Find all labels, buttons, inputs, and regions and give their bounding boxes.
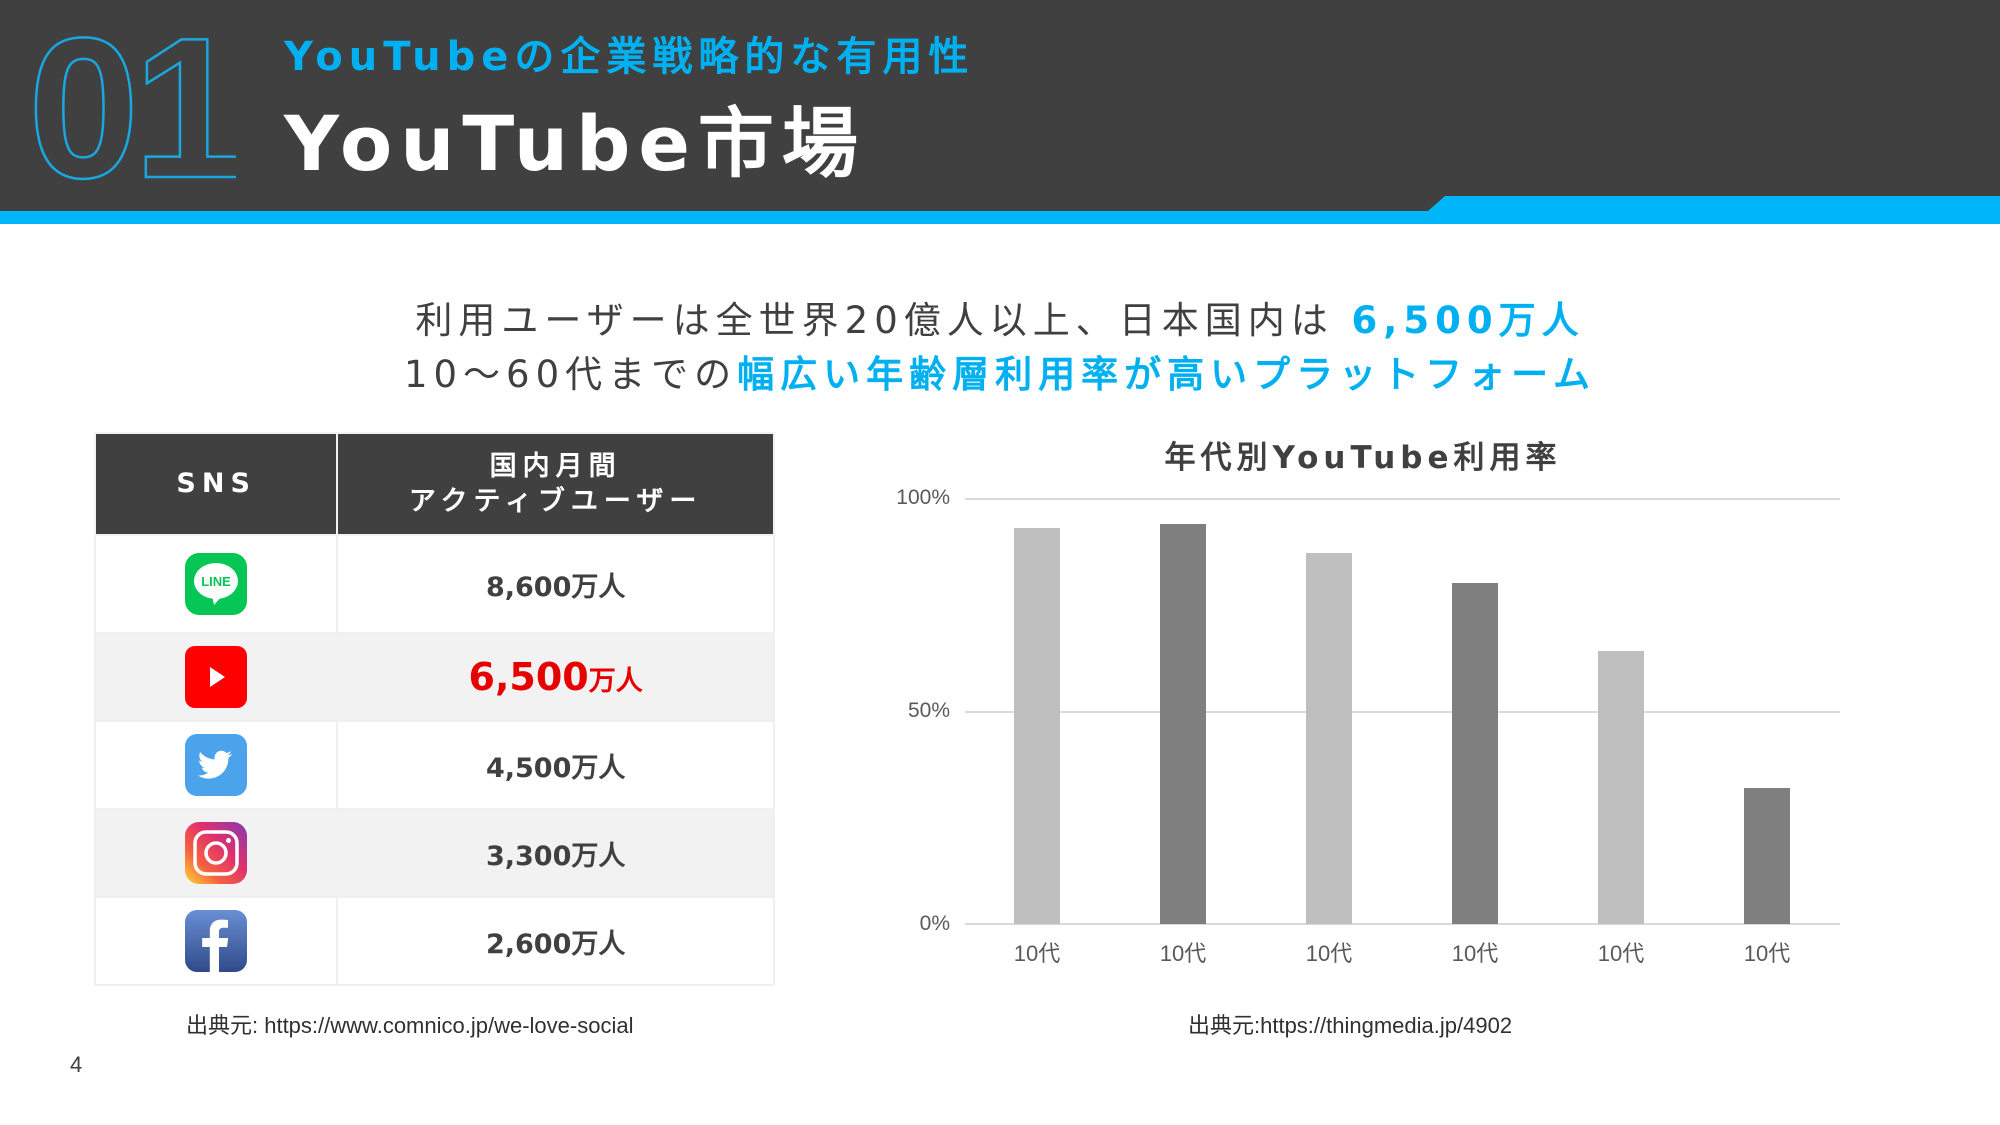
users-cell-highlight: 6,500万人 bbox=[336, 632, 775, 722]
users-cell: 2,600万人 bbox=[336, 896, 775, 986]
sns-cell bbox=[93, 808, 339, 898]
plot-area: 100% 50% 0% 10代 10代 10代 10代 10代 10代 bbox=[896, 486, 1840, 966]
column-header-line-1: 国内月間 bbox=[489, 450, 622, 482]
x-tick-label: 10代 bbox=[1305, 941, 1353, 966]
x-tick-label: 10代 bbox=[1013, 941, 1061, 966]
x-tick-label: 10代 bbox=[1451, 941, 1499, 966]
gridline-50 bbox=[965, 711, 1840, 713]
bar bbox=[1160, 523, 1206, 924]
table-row-twitter: 4,500万人 bbox=[93, 720, 775, 810]
instagram-icon bbox=[185, 822, 248, 884]
users-cell: 3,300万人 bbox=[336, 808, 775, 898]
chart-title: 年代別YouTube利用率 bbox=[870, 432, 1860, 477]
youtube-usage-by-age-chart: 年代別YouTube利用率 100% 50% 0% 10代 10代 10代 10… bbox=[870, 420, 1860, 980]
bar bbox=[1452, 583, 1498, 924]
page-title: YouTube市場 bbox=[284, 99, 866, 188]
table-header-row: SNS 国内月間 アクティブユーザー bbox=[93, 432, 775, 536]
bar bbox=[1744, 787, 1790, 924]
line-icon: LINE bbox=[185, 553, 248, 615]
svg-text:01: 01 bbox=[28, 14, 236, 194]
header-background bbox=[0, 0, 2000, 226]
column-header-active-users: 国内月間 アクティブユーザー bbox=[336, 432, 775, 536]
table-row-youtube: 6,500万人 bbox=[93, 632, 775, 722]
users-number: 6,500 bbox=[468, 655, 589, 699]
bar bbox=[1306, 553, 1352, 924]
y-tick-label: 0% bbox=[919, 912, 950, 935]
y-tick-label: 50% bbox=[907, 699, 950, 722]
users-cell: 4,500万人 bbox=[336, 720, 775, 810]
x-tick-label: 10代 bbox=[1159, 941, 1207, 966]
lead-line-2: 10〜60代までの幅広い年齢層利用率が高いプラットフォーム bbox=[0, 344, 2000, 398]
gridline-0 bbox=[965, 923, 1840, 925]
lead-line-2-text: 10〜60代までの bbox=[403, 353, 738, 396]
users-cell: 8,600万人 bbox=[336, 534, 775, 634]
section-subtitle: YouTubeの企業戦略的な有用性 bbox=[284, 34, 975, 80]
lead-line-2-highlight: 幅広い年齢層利用率が高いプラットフォーム bbox=[737, 353, 1597, 396]
section-number-outline: 01 bbox=[27, 14, 236, 194]
sns-users-table: SNS 国内月間 アクティブユーザー LINE 8,600万人 bbox=[93, 432, 775, 986]
x-tick-label: 10代 bbox=[1743, 941, 1791, 966]
slide-header: 01 YouTubeの企業戦略的な有用性 YouTube市場 bbox=[0, 0, 2000, 226]
gridline-100 bbox=[965, 498, 1840, 500]
table-row-line: LINE 8,600万人 bbox=[93, 534, 775, 634]
bar bbox=[1014, 527, 1060, 924]
column-header-sns: SNS bbox=[93, 432, 339, 536]
facebook-icon bbox=[185, 910, 248, 972]
youtube-icon bbox=[185, 646, 248, 708]
users-unit: 万人 bbox=[588, 666, 643, 697]
lead-line-1-text: 利用ユーザーは全世界20億人以上、日本国内は bbox=[415, 299, 1352, 342]
page-number: 4 bbox=[70, 1052, 83, 1077]
sns-cell: LINE bbox=[93, 534, 339, 634]
table-source-citation: 出典元: https://www.comnico.jp/we-love-soci… bbox=[186, 1013, 634, 1038]
chart-title-text: 年代別YouTube利用率 bbox=[1164, 440, 1562, 476]
lead-line-1-highlight: 6,500万人 bbox=[1351, 299, 1585, 342]
x-tick-label: 10代 bbox=[1597, 941, 1645, 966]
sns-cell bbox=[93, 720, 339, 810]
bar bbox=[1598, 651, 1644, 924]
lead-line-1: 利用ユーザーは全世界20億人以上、日本国内は 6,500万人 bbox=[0, 290, 2000, 344]
svg-text:LINE: LINE bbox=[201, 574, 231, 589]
twitter-icon bbox=[185, 734, 248, 796]
y-tick-label: 100% bbox=[896, 486, 950, 509]
chart-source-citation: 出典元:https://thingmedia.jp/4902 bbox=[1188, 1013, 1513, 1038]
table-row-facebook: 2,600万人 bbox=[93, 896, 775, 986]
sns-cell bbox=[93, 896, 339, 986]
sns-cell bbox=[93, 632, 339, 722]
table-row-instagram: 3,300万人 bbox=[93, 808, 775, 898]
column-header-line-2: アクティブユーザー bbox=[408, 486, 703, 517]
